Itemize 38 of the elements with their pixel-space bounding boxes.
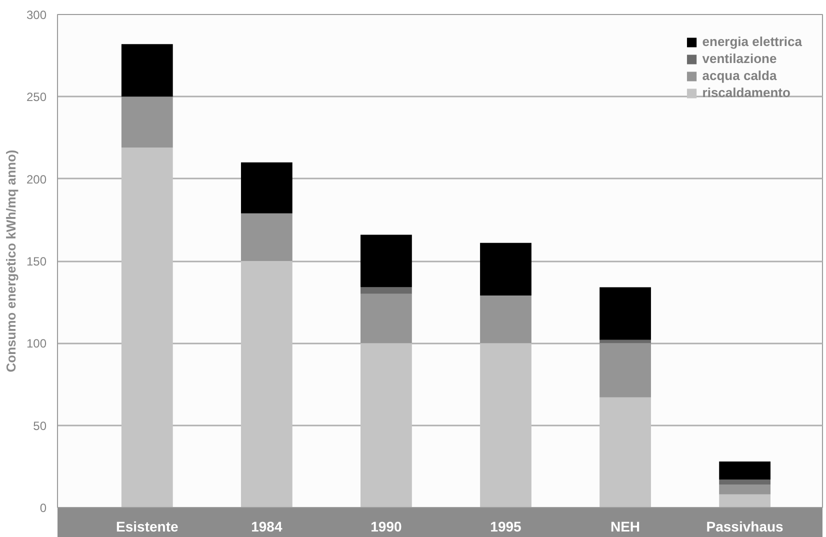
bar bbox=[360, 294, 412, 344]
bar bbox=[600, 340, 651, 344]
bar bbox=[240, 261, 292, 508]
bar bbox=[360, 234, 412, 288]
y-tick-label: 200 bbox=[26, 172, 47, 186]
y-tick-label: 250 bbox=[26, 90, 47, 104]
bar bbox=[600, 343, 651, 398]
bar bbox=[121, 96, 173, 148]
y-tick-label: 0 bbox=[40, 501, 47, 515]
x-tick-label: NEH bbox=[610, 518, 640, 534]
legend-label: energia elettrica bbox=[702, 34, 802, 49]
bar bbox=[240, 162, 292, 214]
bar bbox=[719, 480, 771, 484]
bar bbox=[719, 484, 771, 494]
x-tick-label: Passivhaus bbox=[706, 518, 784, 534]
bar bbox=[480, 343, 532, 508]
bar bbox=[719, 494, 771, 508]
bar bbox=[719, 461, 771, 480]
y-tick-label: 300 bbox=[26, 8, 47, 22]
bar bbox=[600, 287, 651, 340]
y-tick-label: 150 bbox=[26, 254, 47, 268]
x-tick-label: 1995 bbox=[490, 518, 522, 534]
legend-label: acqua calda bbox=[702, 68, 777, 83]
bar bbox=[240, 213, 292, 261]
y-tick-label: 50 bbox=[33, 418, 47, 433]
x-tick-label: Esistente bbox=[116, 518, 178, 534]
bar bbox=[480, 242, 532, 296]
x-tick-label: 1984 bbox=[251, 518, 282, 534]
bar bbox=[480, 296, 532, 344]
x-tick-label: 1990 bbox=[370, 518, 402, 534]
y-axis-title: Consumo energetico kWh/mq anno) bbox=[3, 150, 18, 372]
bar bbox=[121, 44, 173, 97]
bar bbox=[360, 343, 412, 508]
bar bbox=[121, 148, 173, 508]
bar bbox=[360, 287, 412, 294]
y-tick-label: 100 bbox=[26, 336, 47, 351]
legend-label: ventilazione bbox=[702, 51, 777, 66]
bar bbox=[600, 397, 651, 508]
